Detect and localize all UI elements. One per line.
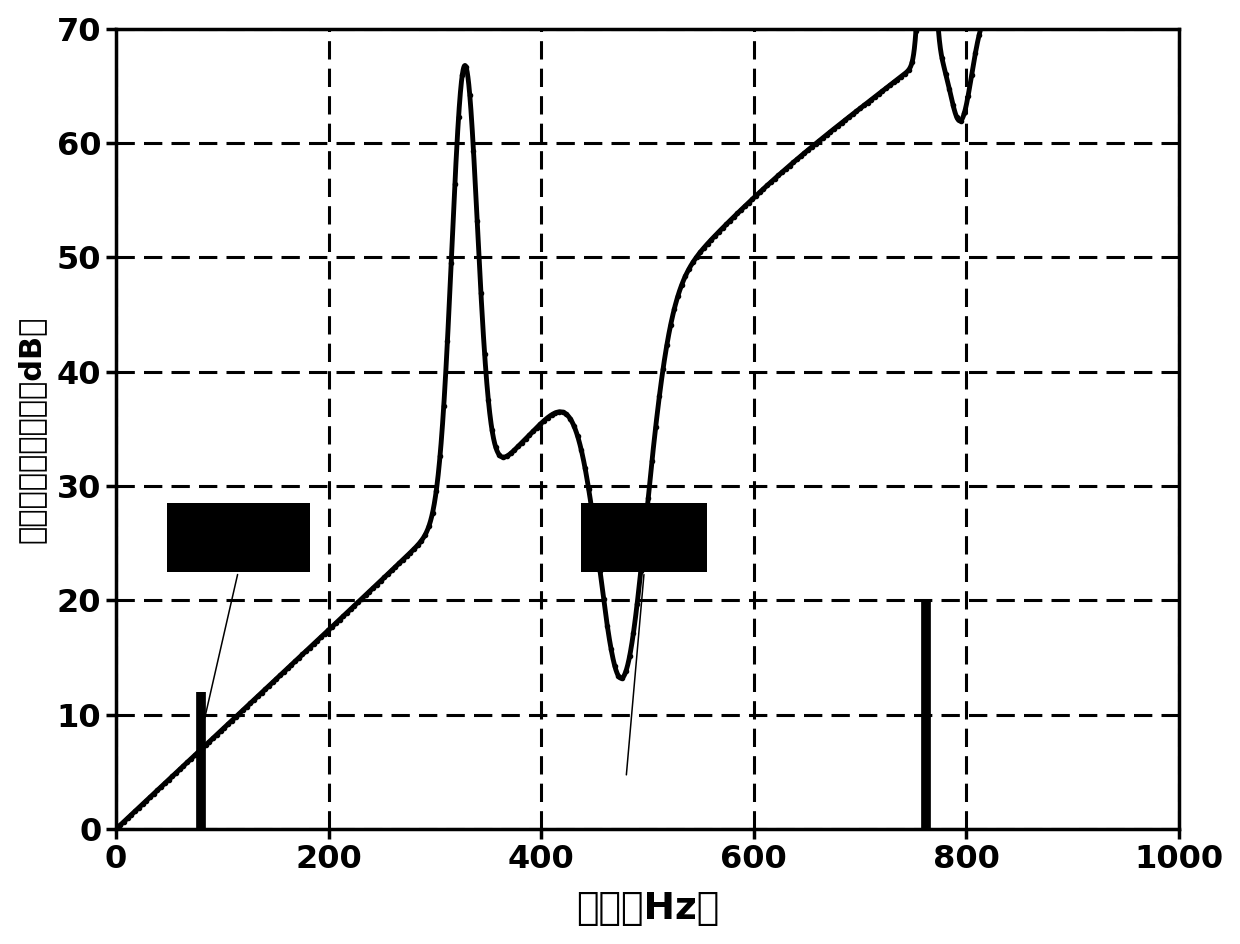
Y-axis label: 声子晶体隔振系数（dB）: 声子晶体隔振系数（dB） xyxy=(16,315,46,543)
X-axis label: 频率（Hz）: 频率（Hz） xyxy=(575,891,719,927)
Bar xyxy=(582,503,707,572)
Bar xyxy=(167,503,310,572)
